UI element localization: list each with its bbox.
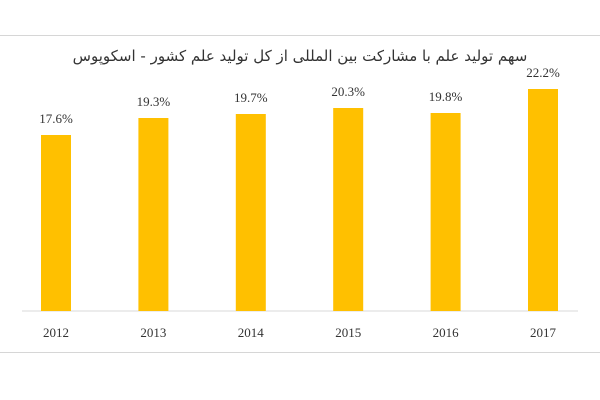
x-tick-label-2012: 2012 (43, 325, 69, 340)
bar-2016 (430, 113, 461, 311)
bar-2017 (528, 89, 558, 311)
bar-2015 (333, 108, 364, 311)
data-label-2012: 17.6% (39, 111, 73, 126)
chart-frame (0, 35, 600, 353)
x-tick-label-2014: 2014 (238, 325, 265, 340)
x-tick-label-2017: 2017 (530, 325, 557, 340)
data-label-2014: 19.7% (234, 90, 268, 105)
data-label-2015: 20.3% (331, 84, 365, 99)
bar-2013 (138, 118, 169, 311)
x-tick-label-2015: 2015 (335, 325, 361, 340)
data-label-2017: 22.2% (526, 65, 560, 80)
data-label-2016: 19.8% (429, 89, 463, 104)
bars-layer: 17.6% 2012 19.3% 2013 19.7% 2014 20.3% 2015 19.8… (39, 65, 560, 340)
bar-2012 (41, 135, 71, 311)
chart-title: سهم تولید علم با مشارکت بین المللی از کل… (72, 47, 528, 65)
x-tick-label-2016: 2016 (433, 325, 460, 340)
x-tick-label-2013: 2013 (140, 325, 166, 340)
bar-2014 (235, 114, 266, 311)
data-label-2013: 19.3% (137, 94, 171, 109)
